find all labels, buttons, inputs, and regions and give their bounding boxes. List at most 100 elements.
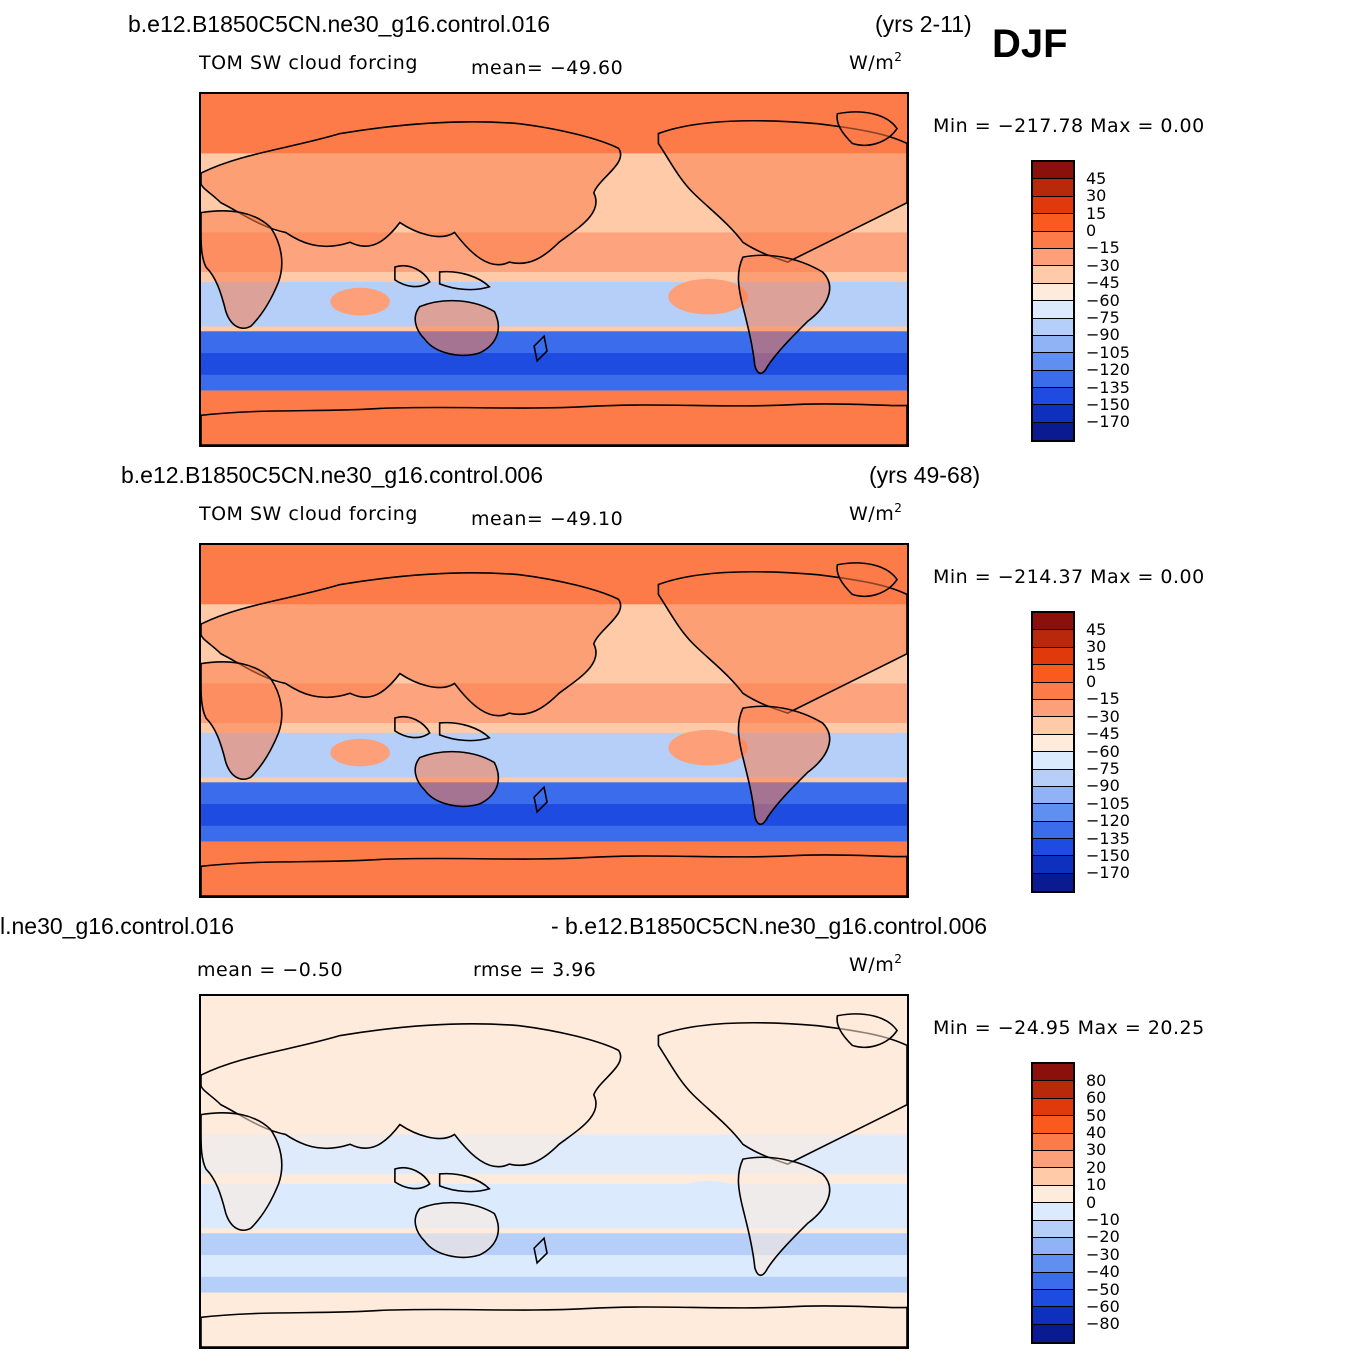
panel1-mean: mean= −49.60 <box>471 57 624 79</box>
colorbar-tick-label: 30 <box>1086 637 1107 657</box>
colorbar-tick-label: −150 <box>1086 394 1130 414</box>
panel3-minmax: Min = −24.95 Max = 20.25 <box>933 1017 1205 1039</box>
colorbar-swatch <box>1033 248 1073 267</box>
colorbar-swatch <box>1033 1098 1073 1117</box>
colorbar-swatch <box>1033 1272 1073 1291</box>
colorbar-swatch <box>1033 682 1073 700</box>
colorbar-tick-label: −30 <box>1086 706 1120 726</box>
colorbar-tick-label: 0 <box>1086 1192 1097 1212</box>
se-indian-stratocumulus <box>330 738 390 767</box>
coastline <box>438 721 491 742</box>
colorbar-swatch <box>1033 734 1073 753</box>
coastline <box>836 1013 899 1049</box>
colorbar-swatch <box>1033 1081 1073 1099</box>
colorbar-tick-label: 30 <box>1086 1140 1107 1160</box>
colorbar-swatch <box>1033 717 1073 735</box>
panel1-years: (yrs 2-11) <box>875 11 972 37</box>
colorbar-swatch <box>1033 804 1073 822</box>
coastline <box>438 270 491 291</box>
panel1-map <box>199 92 909 447</box>
colorbar-swatch <box>1033 769 1073 787</box>
colorbar-swatch <box>1033 1168 1073 1186</box>
colorbar-tick-label: −120 <box>1086 360 1130 380</box>
map-canvas <box>201 94 907 445</box>
colorbar-swatch <box>1033 699 1073 718</box>
colorbar-swatch <box>1033 179 1073 197</box>
se-pacific-stratocumulus <box>668 729 748 766</box>
colorbar-tick-label: 30 <box>1086 186 1107 206</box>
panel3-colorbar <box>1031 1062 1075 1345</box>
coastline <box>414 750 500 808</box>
colorbar-swatch <box>1033 1150 1073 1169</box>
colorbar-swatch <box>1033 1290 1073 1308</box>
colorbar-tick-label: −30 <box>1086 255 1120 275</box>
panel2-variable: TOM SW cloud forcing <box>199 503 418 525</box>
coastline <box>737 705 831 826</box>
southern-ocean-core <box>201 1255 907 1277</box>
coastline <box>737 1156 831 1277</box>
colorbar-tick-label: −75 <box>1086 307 1120 327</box>
colorbar-swatch <box>1033 1133 1073 1151</box>
coastline <box>533 1236 548 1265</box>
coastline <box>394 716 431 739</box>
southern-ocean-core <box>201 804 907 826</box>
colorbar-tick-label: 0 <box>1086 671 1097 691</box>
colorbar-tick-label: 20 <box>1086 1157 1107 1177</box>
panel1-units: W/m2 <box>849 50 903 74</box>
colorbar-swatch <box>1033 214 1073 232</box>
se-indian-stratocumulus <box>330 1189 390 1218</box>
colorbar-tick-label: −170 <box>1086 863 1130 883</box>
colorbar-swatch <box>1033 821 1073 840</box>
panel2-units: W/m2 <box>849 501 903 525</box>
coastline <box>657 1021 907 1165</box>
panel1-minmax: Min = −217.78 Max = 0.00 <box>933 115 1205 137</box>
colorbar-swatch <box>1033 301 1073 319</box>
colorbar-swatch <box>1033 873 1073 892</box>
panel3-rmse: rmse = 3.96 <box>473 959 597 981</box>
colorbar-swatch <box>1033 613 1073 631</box>
panel1-variable: TOM SW cloud forcing <box>199 52 418 74</box>
se-indian-stratocumulus <box>330 287 390 316</box>
colorbar-swatch <box>1033 647 1073 666</box>
panel3-mean: mean = −0.50 <box>197 959 344 981</box>
colorbar-swatch <box>1033 1116 1073 1134</box>
colorbar-swatch <box>1033 665 1073 683</box>
colorbar-tick-label: −45 <box>1086 273 1120 293</box>
colorbar-swatch <box>1033 752 1073 770</box>
colorbar-swatch <box>1033 266 1073 284</box>
colorbar-tick-label: 0 <box>1086 220 1097 240</box>
colorbar-swatch <box>1033 1203 1073 1221</box>
colorbar-tick-label: −135 <box>1086 828 1130 848</box>
colorbar-tick-label: −40 <box>1086 1262 1120 1282</box>
colorbar-swatch <box>1033 283 1073 302</box>
panel2-map <box>199 543 909 898</box>
map-canvas <box>201 996 907 1347</box>
season-label: DJF <box>992 22 1068 66</box>
colorbar-tick-label: 60 <box>1086 1088 1107 1108</box>
colorbar-tick-label: 40 <box>1086 1122 1107 1142</box>
coastline <box>533 334 548 363</box>
colorbar-swatch <box>1033 370 1073 389</box>
colorbar-tick-label: −120 <box>1086 811 1130 831</box>
panel2-colorbar <box>1031 611 1075 894</box>
colorbar-tick-label: −105 <box>1086 342 1130 362</box>
se-pacific-stratocumulus <box>668 278 748 315</box>
colorbar-tick-label: −60 <box>1086 741 1120 761</box>
colorbar-swatch <box>1033 405 1073 423</box>
coastline <box>414 1201 500 1259</box>
colorbar-swatch <box>1033 318 1073 336</box>
coastline <box>438 1172 491 1193</box>
colorbar-tick-label: 15 <box>1086 654 1107 674</box>
colorbar-tick-label: −135 <box>1086 377 1130 397</box>
colorbar-swatch <box>1033 196 1073 215</box>
panel2-years: (yrs 49-68) <box>869 462 981 488</box>
colorbar-swatch <box>1033 786 1073 805</box>
colorbar-swatch <box>1033 162 1073 180</box>
colorbar-swatch <box>1033 1255 1073 1273</box>
coastline <box>201 403 907 445</box>
colorbar-swatch <box>1033 1064 1073 1082</box>
colorbar-swatch <box>1033 1185 1073 1204</box>
coastline <box>201 1112 283 1231</box>
coastline <box>201 661 283 780</box>
coastline <box>201 1305 907 1347</box>
